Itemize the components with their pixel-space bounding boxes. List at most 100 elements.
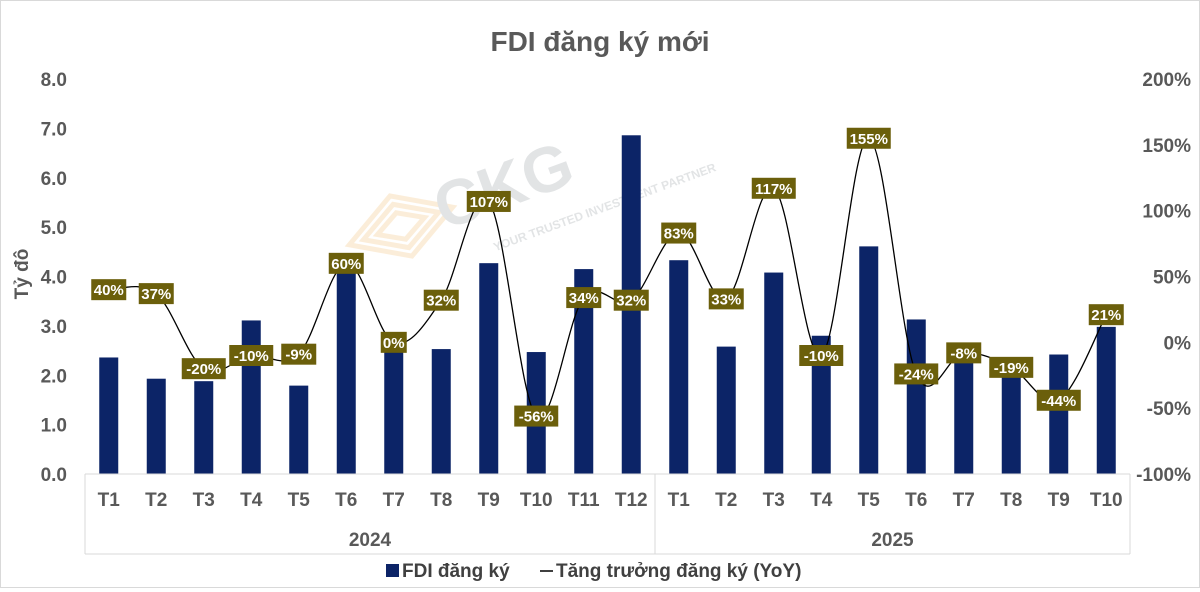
growth-label-box — [566, 287, 602, 309]
growth-label: -24% — [894, 363, 939, 385]
left-tick-label: 1.0 — [41, 416, 67, 437]
category-label: T6 — [335, 490, 357, 511]
category-label: T3 — [763, 490, 785, 511]
growth-label-box — [380, 331, 407, 353]
growth-label-box — [894, 363, 939, 385]
growth-label-text: -9% — [285, 347, 312, 364]
growth-label-box — [989, 356, 1034, 378]
left-tick-label: 5.0 — [41, 218, 67, 239]
growth-label-box — [514, 405, 559, 427]
growth-label: 34% — [566, 287, 602, 309]
growth-label-text: -24% — [899, 366, 934, 383]
growth-label-text: 21% — [1091, 307, 1121, 324]
category-label: T9 — [1048, 490, 1070, 511]
year-label: 2025 — [871, 530, 914, 551]
bar — [241, 320, 261, 474]
growth-label-text: 37% — [141, 286, 171, 303]
category-label: T6 — [905, 490, 927, 511]
right-tick-label: 100% — [1142, 202, 1191, 223]
growth-label-box — [846, 127, 891, 149]
growth-label: 155% — [846, 127, 891, 149]
growth-label-text: 34% — [569, 290, 599, 307]
bar — [194, 381, 214, 474]
bar — [431, 349, 451, 474]
category-label: T12 — [615, 490, 648, 511]
growth-label-text: 40% — [94, 282, 124, 299]
growth-label: -9% — [281, 343, 317, 365]
category-label: T7 — [953, 490, 975, 511]
growth-label-box — [423, 289, 459, 311]
bar — [1001, 372, 1021, 474]
bar — [954, 345, 974, 474]
category-label: T2 — [715, 490, 737, 511]
category-label: T8 — [1000, 490, 1022, 511]
growth-label-text: -19% — [994, 360, 1029, 377]
chart-title: FDI đăng ký mới — [490, 26, 709, 57]
right-axis: -100% -50% 0% 50% 100% 150% 200% — [1136, 70, 1191, 486]
growth-label-box — [661, 222, 697, 244]
right-tick-label: 150% — [1142, 136, 1191, 157]
growth-label: 117% — [751, 177, 796, 199]
left-tick-label: 7.0 — [41, 119, 67, 140]
growth-label-text: 32% — [616, 293, 646, 310]
growth-label-box — [466, 190, 511, 212]
growth-label-text: -20% — [186, 361, 221, 378]
legend-bar-label: FDI đăng ký — [402, 561, 510, 582]
growth-label-text: 155% — [850, 131, 888, 148]
growth-label-box — [613, 289, 649, 311]
legend-line-label: Tăng trưởng đăng ký (YoY) — [556, 561, 801, 582]
right-tick-label: -100% — [1136, 465, 1191, 486]
growth-label: 83% — [661, 222, 697, 244]
category-label: T9 — [478, 490, 500, 511]
growth-label-text: 117% — [755, 181, 793, 198]
growth-label: 37% — [138, 283, 174, 305]
left-tick-label: 4.0 — [41, 268, 67, 289]
growth-label: -8% — [946, 342, 982, 364]
growth-label: 33% — [708, 288, 744, 310]
category-label: T7 — [383, 490, 405, 511]
x-axis: T1 T2 T3 T4 T5 T6 T7 T8 T9 T10 T11 T12 T1 T2 T3 T4 T5 T6 T… — [84, 474, 1131, 555]
growth-label-text: -44% — [1041, 393, 1076, 410]
category-label: T10 — [1090, 490, 1123, 511]
growth-label-text: -10% — [234, 348, 269, 365]
growth-label: -20% — [181, 358, 226, 380]
left-tick-label: 3.0 — [41, 317, 67, 338]
year-label: 2024 — [349, 530, 392, 551]
bar — [669, 260, 689, 474]
bar — [574, 269, 594, 474]
growth-label: 32% — [613, 289, 649, 311]
growth-label-box — [708, 288, 744, 310]
legend-bar-swatch — [386, 564, 399, 577]
growth-label-box — [229, 345, 274, 366]
bar — [384, 335, 404, 474]
bar — [764, 272, 784, 474]
growth-label: 21% — [1088, 304, 1124, 326]
growth-label: -10% — [229, 345, 274, 366]
bar — [336, 270, 356, 474]
bar — [716, 346, 736, 474]
growth-label: -56% — [514, 405, 559, 427]
bar — [1049, 354, 1069, 474]
bar — [906, 319, 926, 474]
growth-label-text: 107% — [470, 194, 508, 211]
category-label: T2 — [145, 490, 167, 511]
growth-label: 40% — [91, 279, 127, 301]
left-tick-label: 0.0 — [41, 465, 67, 486]
growth-label-box — [138, 283, 174, 305]
growth-label-text: 83% — [664, 226, 694, 243]
ckg-watermark: CKG YOUR TRUSTED INVESTMENT PARTNER — [344, 127, 718, 259]
growth-label: 107% — [466, 190, 511, 212]
bar — [146, 378, 166, 474]
bar — [1096, 326, 1116, 474]
growth-label-box — [281, 343, 317, 365]
category-label: T8 — [430, 490, 452, 511]
right-tick-label: 0% — [1164, 333, 1192, 354]
growth-labels: 40% 37% -20% -10% -9% 60% 0% 32% 107% -56% 34% 32% 8… — [91, 127, 1124, 427]
left-tick-label: 8.0 — [41, 70, 67, 91]
category-label: T1 — [668, 490, 691, 511]
growth-label-text: 33% — [711, 291, 741, 308]
left-tick-label: 6.0 — [41, 169, 67, 190]
category-label: T3 — [193, 490, 215, 511]
growth-label-box — [799, 345, 844, 366]
